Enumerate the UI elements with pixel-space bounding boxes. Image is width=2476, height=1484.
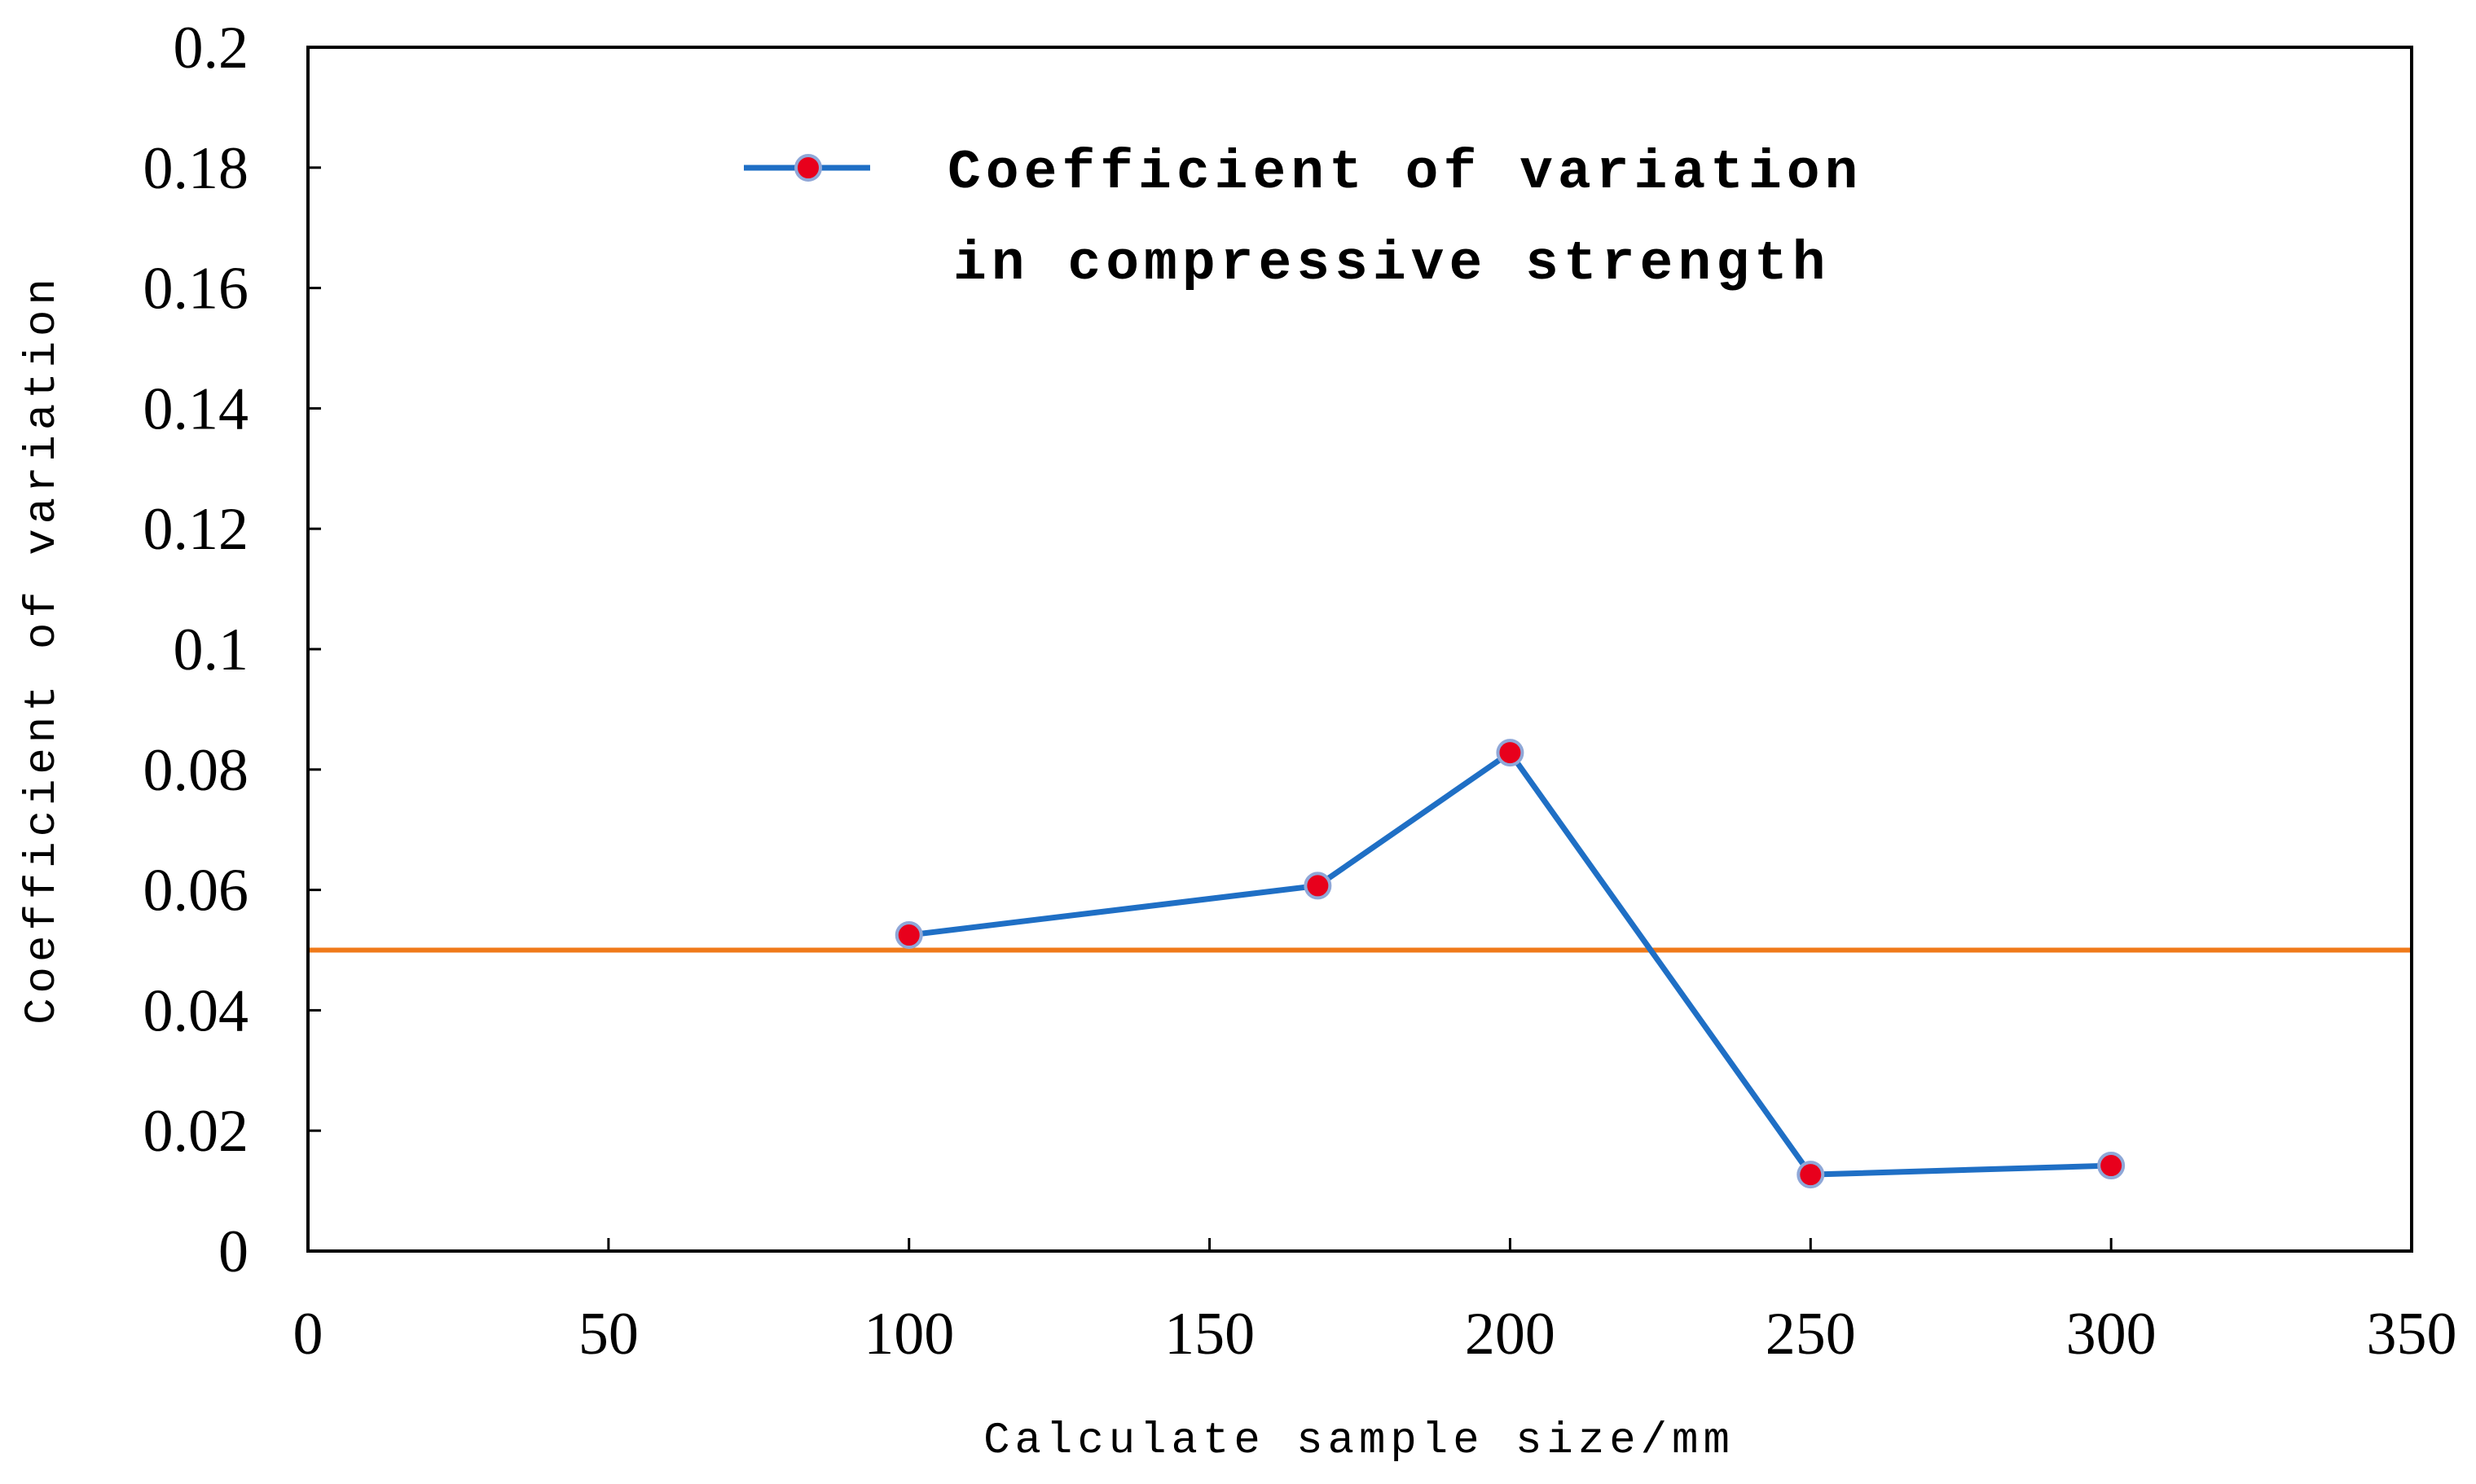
x-tick-label: 250 <box>1766 1301 1856 1368</box>
y-tick-label: 0.14 <box>143 375 249 442</box>
legend-label-line-1: Coefficient of variation <box>948 142 1862 204</box>
x-tick-label: 300 <box>2066 1301 2157 1368</box>
data-point-marker <box>895 921 923 950</box>
x-tick-label: 200 <box>1465 1301 1555 1368</box>
legend: Coefficient of variation in compressive … <box>744 142 1862 296</box>
data-point-marker <box>1304 872 1332 900</box>
legend-marker-sample <box>794 154 822 182</box>
y-tick-label: 0.04 <box>143 977 249 1044</box>
y-axis-title: Coefficient of variation <box>18 274 68 1025</box>
y-tick-label: 0.16 <box>143 256 249 323</box>
y-tick-label: 0.2 <box>174 15 249 81</box>
data-point-marker <box>2097 1152 2126 1180</box>
data-point-marker <box>1797 1161 1825 1189</box>
y-tick-label: 0.18 <box>143 135 249 202</box>
y-tick-label: 0.06 <box>143 858 249 924</box>
x-tick-label: 100 <box>864 1301 954 1368</box>
y-tick-label: 0.12 <box>143 496 249 563</box>
x-tick-label: 0 <box>293 1301 323 1368</box>
y-tick-label: 0.02 <box>143 1098 249 1165</box>
x-axis-title: Calculate sample size/mm <box>983 1416 1735 1466</box>
x-tick-label: 350 <box>2367 1301 2457 1368</box>
x-tick-label: 50 <box>578 1301 639 1368</box>
x-axis-ticks: 0 50 100 150 200 250 300 350 <box>293 1238 2457 1368</box>
plot-area <box>306 46 2413 1253</box>
series-markers <box>895 739 2126 1189</box>
legend-label-line-2: in compressive strength <box>953 233 1831 296</box>
x-tick-label: 150 <box>1164 1301 1255 1368</box>
y-tick-label: 0 <box>218 1218 248 1285</box>
y-tick-label: 0.1 <box>174 617 249 683</box>
y-axis-ticks: 0 0.02 0.04 0.06 0.08 0.1 0.12 0.14 0.16 0.18 0.2 <box>143 15 321 1285</box>
y-tick-label: 0.08 <box>143 737 249 804</box>
data-point-marker <box>1496 739 1524 767</box>
